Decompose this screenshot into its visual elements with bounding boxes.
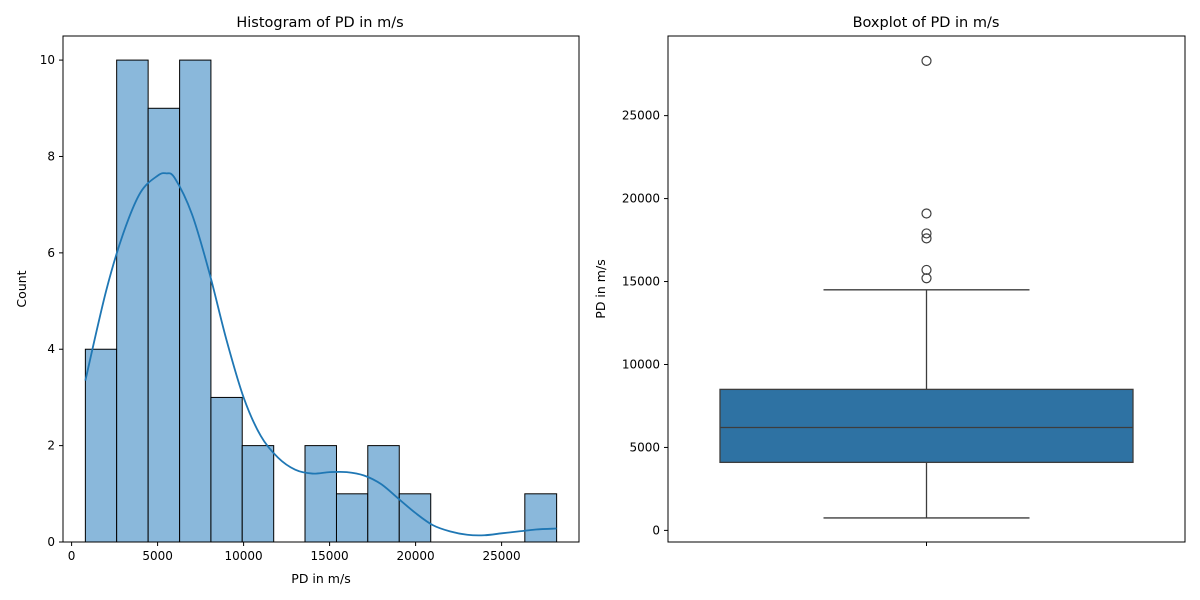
- y-tick-label: 0: [652, 523, 660, 537]
- histogram-panel: Histogram of PD in m/s 0 5000 10000 15000 20…: [14, 15, 580, 586]
- x-tick-label: 10000: [225, 549, 263, 563]
- histogram-bar: [304, 445, 337, 543]
- histogram-bar: [335, 493, 369, 543]
- histogram-title: Histogram of PD in m/s: [236, 15, 403, 31]
- y-tick-label: 5000: [629, 440, 660, 454]
- x-tick-label: 5000: [142, 549, 173, 563]
- outlier-point: [921, 233, 932, 244]
- x-tick-label: 25000: [483, 549, 521, 563]
- histogram-bar: [210, 396, 243, 543]
- histogram-y-axis-label: Count: [14, 270, 29, 307]
- x-tick-label: 20000: [397, 549, 435, 563]
- interquartile-box: [719, 388, 1134, 464]
- boxplot-y-axis-label: PD in m/s: [593, 259, 608, 318]
- outlier-point: [921, 228, 932, 239]
- histogram-bar: [367, 445, 400, 543]
- x-tick-label: 15000: [311, 549, 349, 563]
- kde-curve: [84, 172, 557, 537]
- histogram-bars: [84, 59, 558, 543]
- histogram-x-axis-label: PD in m/s: [291, 571, 350, 586]
- histogram-bar: [84, 348, 118, 543]
- y-tick-label: 2: [47, 439, 55, 453]
- y-tick-label: 8: [47, 149, 55, 163]
- y-tick-label: 10: [40, 53, 55, 67]
- outlier-point: [921, 264, 932, 276]
- histogram-bar: [179, 59, 212, 543]
- outlier-point: [921, 273, 932, 284]
- histogram-bar: [241, 445, 275, 543]
- y-tick-label: 20000: [622, 192, 660, 206]
- outlier-point: [921, 208, 932, 219]
- boxplot-ticks: 0 5000 10000 15000 20000 25000: [622, 109, 927, 546]
- y-tick-label: 10000: [622, 357, 660, 371]
- y-tick-label: 15000: [622, 275, 660, 289]
- histogram-bar: [398, 493, 432, 543]
- y-tick-label: 6: [47, 246, 55, 260]
- histogram-bar: [116, 59, 149, 543]
- boxplot-body: [719, 55, 1134, 519]
- histogram-axes-frame: [62, 35, 580, 543]
- boxplot-axes-frame: [667, 35, 1186, 543]
- y-tick-label: 25000: [622, 109, 660, 123]
- histogram-bar: [524, 493, 558, 543]
- y-tick-label: 4: [47, 342, 55, 356]
- x-tick-label: 0: [68, 549, 76, 563]
- boxplot-panel: Boxplot of PD in m/s 0 5000 10000 15000 2000…: [593, 15, 1186, 546]
- y-tick-label: 0: [47, 535, 55, 549]
- histogram-ticks: 0 5000 10000 15000 20000 25000 0 2 4 6 8 10: [40, 53, 521, 563]
- boxplot-title: Boxplot of PD in m/s: [853, 15, 1000, 31]
- outlier-point: [921, 55, 932, 66]
